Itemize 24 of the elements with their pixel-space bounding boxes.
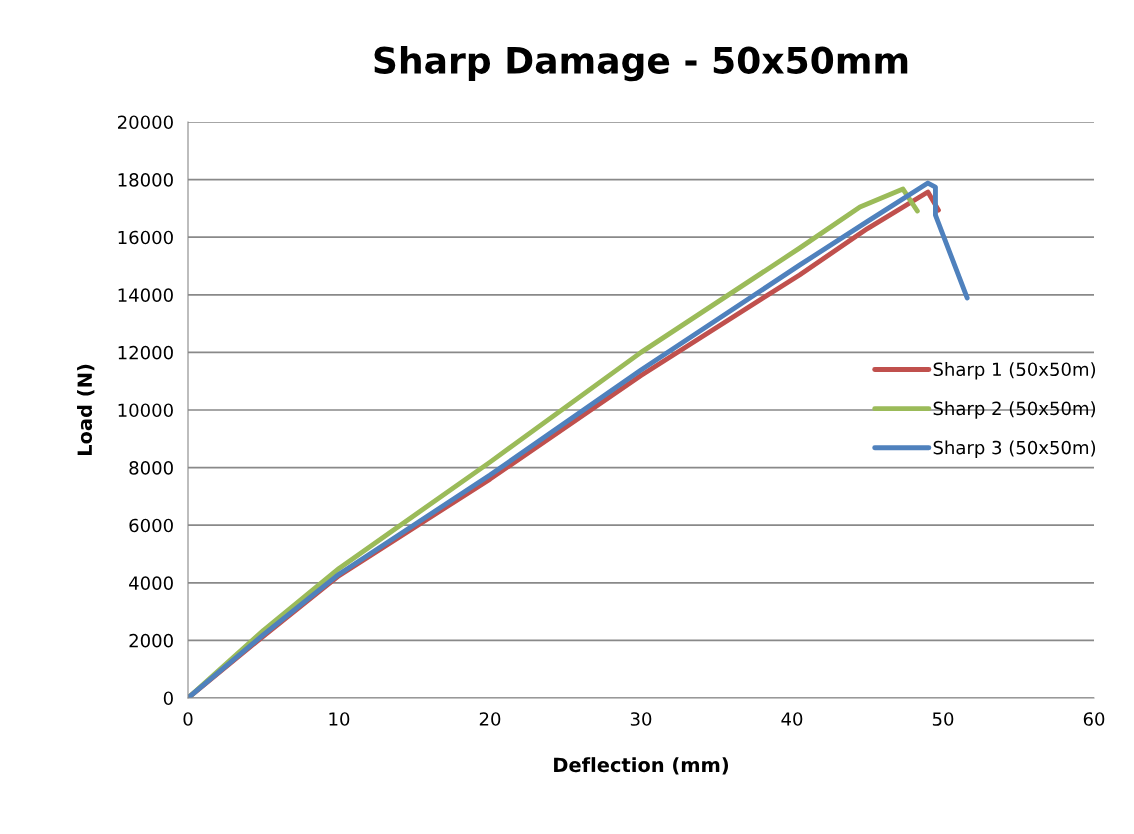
y-tick-label: 12000	[118, 345, 173, 360]
legend-label: Sharp 3 (50x50m)	[933, 440, 1096, 458]
y-tick-label: 8000	[129, 461, 173, 475]
y-tick-label: 18000	[118, 173, 173, 187]
x-tick-label: 20	[479, 712, 501, 726]
x-tick-label: 10	[329, 712, 350, 726]
y-tick-label: 10000	[118, 403, 173, 418]
y-tick-label: 6000	[129, 518, 173, 533]
x-tick-label: 30	[630, 712, 652, 726]
y-tick-label: 2000	[129, 633, 173, 648]
y-tick-label: 14000	[118, 288, 173, 302]
y-tick-label: 16000	[118, 230, 173, 245]
x-tick-label: 60	[1083, 712, 1105, 726]
x-tick-label: 40	[781, 712, 803, 726]
chart-title: Sharp Damage - 50x50mm	[374, 45, 908, 82]
x-axis-title: Deflection (mm)	[554, 757, 729, 775]
legend-label: Sharp 2 (50x50m)	[933, 401, 1096, 419]
legend-label: Sharp 1 (50x50m)	[933, 362, 1096, 380]
y-tick-label: 4000	[129, 576, 173, 590]
x-tick-label: 50	[932, 712, 954, 726]
y-axis-title: Load (N)	[77, 364, 95, 456]
x-tick-label: 0	[183, 712, 193, 726]
y-tick-label: 0	[163, 691, 173, 706]
y-tick-label: 20000	[118, 115, 173, 130]
